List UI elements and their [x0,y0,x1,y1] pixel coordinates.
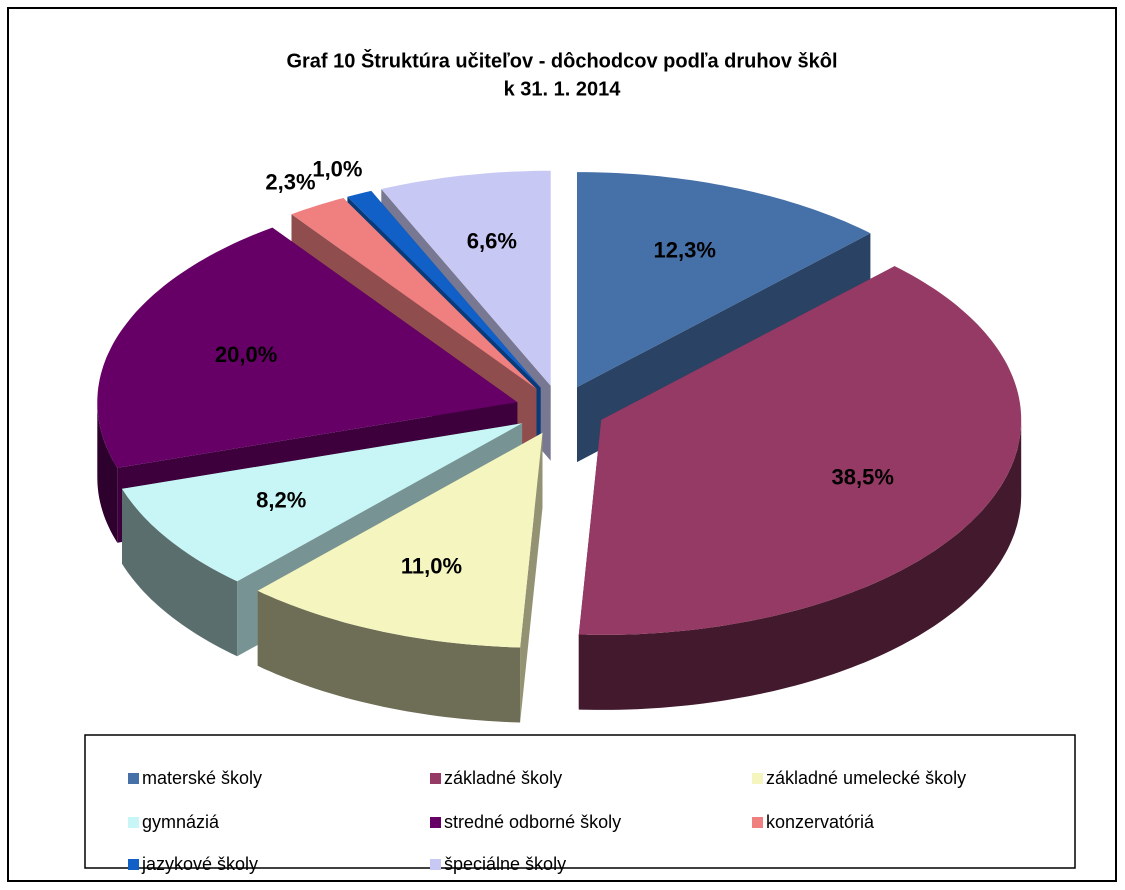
legend-swatch [752,817,763,828]
slice [577,172,871,388]
legend-label: základné školy [444,768,562,788]
slice-wall [578,419,1022,710]
slice [381,170,551,386]
data-label: 20,0% [215,342,277,367]
slice [257,432,543,648]
legend-swatch [430,773,441,784]
data-label: 1,0% [312,156,362,181]
slice-wall [97,402,118,543]
legend-label: konzervatóriá [766,812,875,832]
legend-swatch [128,859,139,870]
slice-wall [122,488,238,657]
legend-label: základné umelecké školy [766,768,966,788]
data-label: 8,2% [256,488,306,513]
slice [578,266,1022,635]
legend-label: stredné odborné školy [444,812,621,832]
legend-label: gymnáziá [142,812,220,832]
legend-swatch [752,773,763,784]
legend-label: špeciálne školy [444,854,566,874]
legend-box [84,734,1076,869]
data-label: 11,0% [401,553,462,578]
slice [347,190,541,388]
data-label: 38,5% [832,465,894,490]
data-label: 12,3% [654,237,716,262]
legend-label: materské školy [142,768,262,788]
slice-wall [257,590,521,723]
legend-swatch [430,817,441,828]
legend-swatch [128,773,139,784]
chart-title: Graf 10 Štruktúra učiteľov - dôchodcov p… [286,48,837,72]
legend-swatch [430,859,441,870]
data-label: 6,6% [467,229,517,254]
data-label: 2,3% [265,169,315,194]
slice [97,227,518,468]
chart-title: k 31. 1. 2014 [504,78,622,100]
slice [122,423,523,582]
legend-swatch [128,817,139,828]
slice [291,198,537,389]
legend-label: jazykové školy [141,854,258,874]
